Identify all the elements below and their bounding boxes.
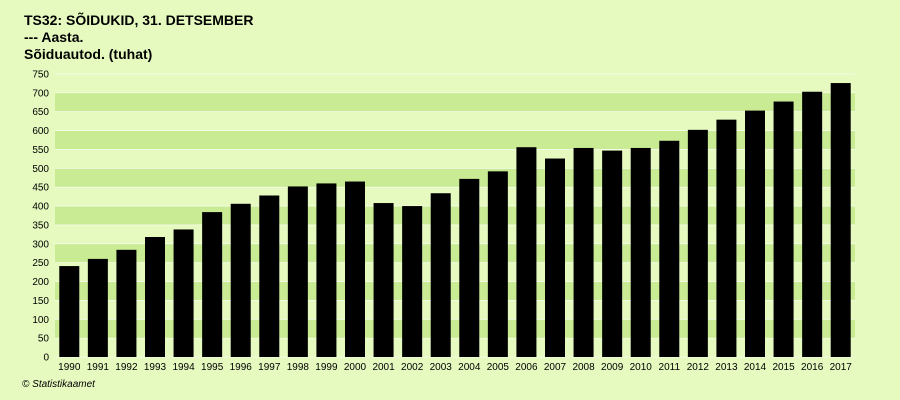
bar-2001	[373, 203, 394, 357]
bar-1993	[145, 237, 165, 357]
plot-band	[55, 224, 855, 244]
y-tick-label: 200	[32, 277, 49, 288]
x-tick-label: 2014	[744, 362, 767, 373]
bar-2007	[545, 158, 565, 357]
bar-2015	[773, 101, 794, 357]
y-tick-label: 550	[32, 145, 49, 156]
chart-titles: TS32: SÕIDUKID, 31. DETSEMBER --- Aasta.…	[24, 12, 254, 63]
x-tick-label: 2002	[401, 362, 424, 373]
x-tick-label: 1998	[287, 362, 310, 373]
bar-2011	[659, 140, 680, 357]
bar-2005	[487, 171, 508, 357]
x-tick-label: 2011	[659, 362, 681, 373]
bar-2000	[345, 181, 365, 357]
plot-band	[55, 187, 855, 207]
bar-1996	[230, 203, 251, 357]
y-tick-label: 150	[32, 296, 49, 307]
y-tick-label: 50	[38, 334, 50, 345]
x-tick-label: 2007	[544, 362, 567, 373]
bar-1998	[287, 186, 308, 357]
chart-measure-label: Sõiduautod. (tuhat)	[24, 46, 153, 62]
x-tick-label: 2003	[430, 362, 453, 373]
bar-2012	[687, 129, 708, 357]
chart-title: TS32: SÕIDUKID, 31. DETSEMBER	[24, 12, 254, 28]
x-axis-tick-labels: 1990 1991 1992 1993 1994 1995 1996 1997 1998 1999…	[58, 362, 852, 373]
y-tick-label: 350	[32, 220, 49, 231]
chart-subtitle: --- Aasta.	[24, 29, 84, 45]
y-tick-label: 100	[32, 315, 49, 326]
x-tick-label: 1991	[87, 362, 110, 373]
bar-1992	[116, 249, 137, 357]
y-tick-label: 250	[32, 258, 49, 269]
x-tick-label: 2010	[630, 362, 653, 373]
y-axis-tick-labels: 0 50 100 150 200 250 300 350 400 450 500 550 600 650 7…	[32, 70, 49, 364]
x-tick-label: 2012	[687, 362, 710, 373]
bar-1994	[173, 229, 194, 357]
y-tick-label: 300	[32, 239, 49, 250]
x-tick-label: 1999	[315, 362, 338, 373]
bar-2002	[402, 206, 423, 357]
x-tick-label: 2016	[801, 362, 824, 373]
bar-2014	[745, 110, 765, 357]
y-tick-label: 500	[32, 164, 49, 175]
bar-2006	[516, 147, 537, 357]
plot-band	[55, 168, 855, 188]
plot-band	[55, 206, 855, 225]
x-tick-label: 1990	[58, 362, 81, 373]
bar-1999	[316, 183, 337, 357]
plot-band	[55, 111, 855, 131]
bar-1991	[87, 258, 108, 357]
bar-2010	[630, 147, 651, 357]
x-tick-label: 1993	[144, 362, 167, 373]
plot-band	[55, 149, 855, 169]
y-tick-label: 0	[43, 353, 49, 364]
bar-2009	[602, 150, 623, 357]
bar-1997	[259, 195, 280, 357]
plot-band	[55, 338, 855, 357]
bar-1995	[202, 212, 223, 357]
plot-band	[55, 243, 855, 263]
bar-2008	[573, 147, 594, 357]
bar-2003	[430, 193, 451, 357]
bar-2004	[459, 178, 480, 357]
source-credit: © Statistikaamet	[22, 379, 95, 390]
plot-background-bands	[55, 73, 855, 358]
x-tick-label: 2009	[601, 362, 624, 373]
x-tick-label: 2006	[515, 362, 538, 373]
x-tick-label: 1992	[115, 362, 138, 373]
x-tick-label: 2015	[772, 362, 795, 373]
x-tick-label: 2004	[458, 362, 481, 373]
plot-band	[55, 262, 855, 282]
x-tick-label: 1997	[258, 362, 281, 373]
bar-series	[59, 83, 851, 357]
x-tick-label: 2000	[344, 362, 367, 373]
y-tick-label: 700	[32, 88, 49, 99]
plot-band	[55, 130, 855, 150]
plot-band	[55, 74, 855, 93]
x-tick-label: 2017	[830, 362, 853, 373]
y-tick-label: 600	[32, 126, 49, 137]
bar-2016	[802, 91, 823, 357]
y-tick-label: 650	[32, 107, 49, 118]
x-tick-label: 1996	[230, 362, 253, 373]
y-tick-label: 450	[32, 183, 49, 194]
bar-2013	[716, 119, 737, 357]
plot-band	[55, 92, 855, 112]
x-tick-label: 2001	[372, 362, 395, 373]
x-tick-label: 1994	[172, 362, 195, 373]
plot-band	[55, 281, 855, 301]
y-tick-label: 750	[32, 70, 49, 81]
bar-1990	[59, 266, 80, 357]
x-tick-label: 2005	[487, 362, 510, 373]
plot-band	[55, 300, 855, 320]
plot-band	[55, 319, 855, 339]
y-tick-label: 400	[32, 202, 49, 213]
x-tick-label: 1995	[201, 362, 224, 373]
x-tick-label: 2013	[715, 362, 738, 373]
bar-2017	[830, 83, 851, 357]
x-tick-label: 2008	[572, 362, 595, 373]
